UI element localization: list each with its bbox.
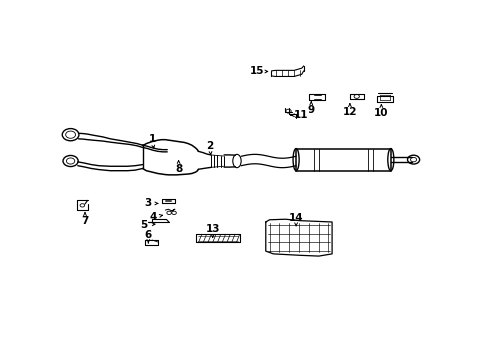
Text: 10: 10: [373, 108, 388, 118]
Text: 15: 15: [249, 67, 264, 76]
Text: 14: 14: [288, 213, 303, 223]
Text: 3: 3: [143, 198, 151, 208]
Text: 2: 2: [206, 141, 213, 151]
Text: 13: 13: [205, 225, 220, 234]
Text: 6: 6: [144, 230, 152, 240]
Text: 5: 5: [140, 220, 147, 230]
Text: 1: 1: [148, 134, 155, 144]
Text: 7: 7: [81, 216, 88, 226]
Text: 11: 11: [293, 110, 307, 120]
Text: 4: 4: [149, 212, 156, 222]
Text: 8: 8: [175, 164, 182, 174]
Text: 9: 9: [307, 105, 314, 115]
Text: 12: 12: [342, 107, 356, 117]
